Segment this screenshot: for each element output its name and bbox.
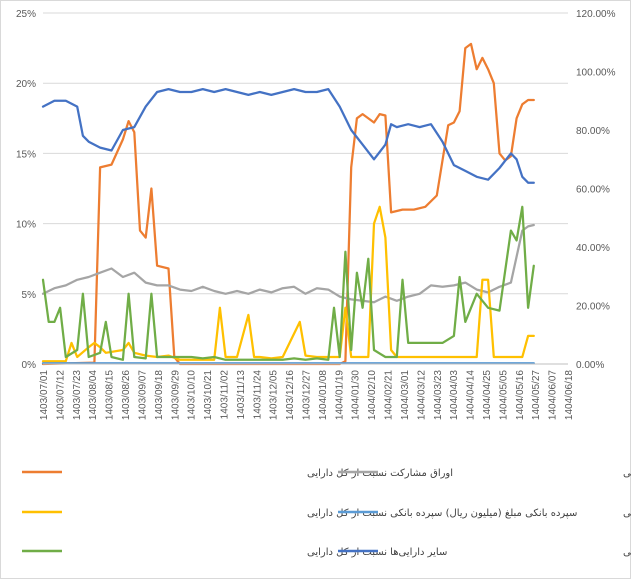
x-tick-label: 1403/12/27 (302, 370, 313, 420)
x-tick-label: 1404/03/12 (416, 370, 427, 420)
x-tick-label: 1403/07/01 (39, 370, 50, 420)
x-tick-label: 1403/07/12 (55, 370, 66, 420)
x-tick-label: 1403/11/13 (236, 370, 247, 420)
x-axis: 1403/07/01 1403/07/12 1403/07/23 1403/08/04… (39, 363, 575, 420)
x-tick-label: 1404/06/07 (548, 370, 559, 420)
x-tick-label: 1403/08/04 (88, 370, 99, 420)
x-tick-label: 1403/08/15 (105, 370, 116, 420)
x-tick-label: 1404/02/10 (367, 370, 378, 420)
y-right-tick-label: 0.00% (576, 360, 604, 371)
x-tick-label: 1404/02/21 (384, 370, 395, 420)
y-right-tick-label: 80.00% (576, 126, 610, 137)
x-tick-label: 1404/04/14 (466, 370, 477, 420)
y-left-tick-label: 25% (16, 9, 36, 20)
series-line-1 (41, 223, 535, 304)
legend-label-2: سپرده بانکی مبلغ (میلیون ریال) سپرده بان… (307, 508, 577, 519)
y-axis-right: 0.00% 20.00% 40.00% 60.00% 80.00% 100.00% 120.… (576, 9, 616, 371)
x-tick-label: 1403/09/18 (154, 370, 165, 420)
x-tick-label: 1403/09/07 (137, 370, 148, 420)
y-right-tick-label: 20.00% (576, 302, 610, 313)
x-tick-label: 1404/04/03 (449, 370, 460, 420)
x-tick-label: 1404/01/30 (351, 370, 362, 420)
x-tick-label: 1404/01/19 (334, 370, 345, 420)
x-tick-label: 1404/05/05 (498, 370, 509, 420)
series-line-2 (41, 205, 535, 363)
series-line-0 (41, 42, 535, 366)
legend: اوراق مشارکت نسبت از کل دارایی گواهی سپرد… (22, 467, 631, 558)
series-lines (41, 42, 535, 366)
x-tick-label: 1403/07/23 (72, 370, 83, 420)
legend-label-0: اوراق مشارکت نسبت از کل دارایی (307, 468, 453, 479)
gridlines (43, 12, 568, 365)
y-right-tick-label: 120.00% (576, 9, 616, 20)
y-left-tick-label: 10% (16, 220, 36, 231)
x-tick-label: 1404/03/23 (433, 370, 444, 420)
y-right-tick-label: 100.00% (576, 68, 616, 79)
x-tick-label: 1403/11/24 (252, 370, 263, 420)
x-tick-label: 1403/12/16 (285, 370, 296, 420)
y-right-tick-label: 40.00% (576, 243, 610, 254)
y-right-tick-label: 60.00% (576, 185, 610, 196)
y-left-tick-label: 20% (16, 79, 36, 90)
x-tick-label: 1403/12/05 (269, 370, 280, 420)
x-tick-label: 1403/09/29 (170, 370, 181, 420)
y-left-tick-label: 0% (22, 360, 37, 371)
x-tick-label: 1403/08/26 (121, 370, 132, 420)
x-tick-label: 1404/04/25 (482, 370, 493, 420)
x-tick-label: 1404/01/08 (318, 370, 329, 420)
series-line-4 (41, 205, 535, 361)
legend-label-1: گواهی سپرده کالایی نسبت از کل دارایی (623, 467, 631, 479)
legend-label-4: سایر دارایی‌ها نسبت از کل دارایی (307, 547, 447, 558)
x-tick-label: 1404/05/16 (515, 370, 526, 420)
y-axis-left: 0% 5% 10% 15% 20% 25% (16, 9, 36, 371)
x-tick-label: 1404/05/27 (531, 370, 542, 420)
legend-label-5: سهام نسبت از کل دارایی (623, 547, 631, 558)
x-tick-label: 1404/03/01 (400, 370, 411, 420)
y-left-tick-label: 15% (16, 149, 36, 160)
y-left-tick-label: 5% (22, 290, 37, 301)
x-tick-label: 1403/10/10 (187, 370, 198, 420)
series-line-5 (41, 87, 535, 184)
x-tick-label: 1404/06/18 (564, 370, 575, 420)
x-tick-label: 1403/10/21 (203, 370, 214, 420)
x-tick-label: 1403/11/02 (219, 370, 230, 420)
legend-label-3: وجه نقد نسبت از کل دارایی (623, 508, 631, 519)
